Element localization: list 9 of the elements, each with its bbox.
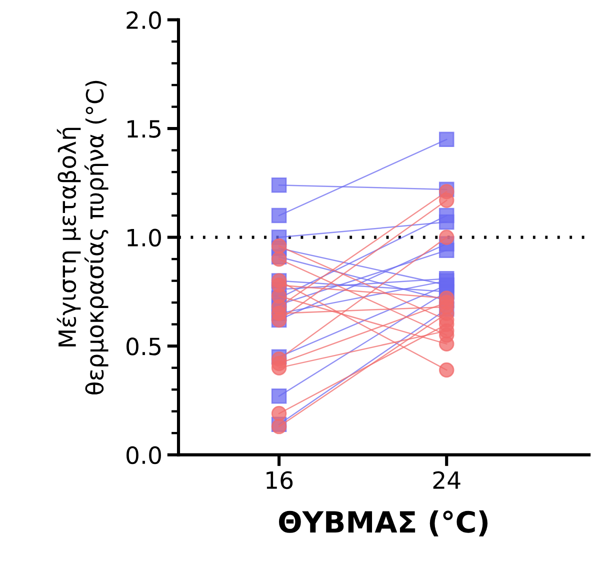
x-axis-title: ΘΥΒΜΑΣ (°C) [278,510,488,536]
y-tick-label: 1.0 [128,228,161,247]
y-axis-title: Μέγιστη μεταβολή θερμοκρασίας πυρήνα (°C) [56,80,108,394]
x-tick-label: 24 [433,471,460,489]
y-tick-label: 0.5 [126,338,160,356]
x-tick-label: 16 [266,471,293,490]
y-tick-label: 1.5 [128,120,160,138]
y-tick-label: 0.0 [126,446,161,464]
y-tick-label: 2.0 [126,11,161,30]
